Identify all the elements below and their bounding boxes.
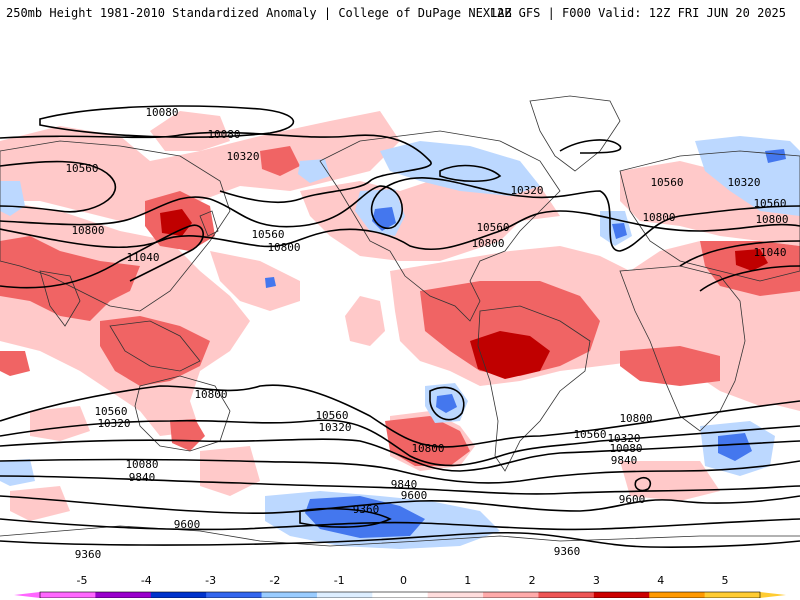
- colorbar-tick-label: 4: [657, 574, 664, 587]
- contour-label: 9600: [401, 489, 428, 502]
- contour-label: 10560: [94, 405, 127, 418]
- colorbar-arrow-low: [14, 592, 40, 598]
- colorbar-segment: [95, 592, 152, 598]
- colorbar-segment: [316, 592, 373, 598]
- colorbar-tick-label: 2: [529, 574, 536, 587]
- contour-label: 10800: [471, 237, 504, 250]
- contour-label: 10320: [318, 421, 351, 434]
- contour-label: 9840: [129, 471, 156, 484]
- colorbar-tick-label: -2: [269, 574, 280, 587]
- contour-label: 9360: [554, 545, 581, 558]
- contour-label: 10320: [226, 150, 259, 163]
- contour-label: 10080: [125, 458, 158, 471]
- colorbar-segment: [150, 592, 207, 598]
- contour-label: 10080: [145, 106, 178, 119]
- contour-label: 10800: [619, 412, 652, 425]
- contour-label: 10800: [411, 442, 444, 455]
- colorbar-segment: [538, 592, 595, 598]
- colorbar-arrow-high: [760, 592, 786, 598]
- anomaly-map: 10080 10080 10320 10560 10800 11040 1056…: [0, 41, 800, 559]
- colorbar: -5 -4 -3 -2 -1 0 1 2 3 4 5: [14, 574, 786, 598]
- contour-label: 9840: [611, 454, 638, 467]
- contour-label: 10080: [609, 442, 642, 455]
- contour-label: 10560: [753, 197, 786, 210]
- contour-label: 9840: [391, 478, 418, 491]
- colorbar-tick-label: -1: [334, 574, 345, 587]
- colorbar-segment: [704, 592, 761, 598]
- contour-label: 10320: [510, 184, 543, 197]
- contour-label: 10320: [607, 432, 640, 445]
- contour-label: 10800: [71, 224, 104, 237]
- contour-label: 11040: [126, 251, 159, 264]
- contour-label: 10560: [476, 221, 509, 234]
- colorbar-segment: [261, 592, 318, 598]
- height-contours: [0, 105, 800, 548]
- contour-label: 10560: [573, 428, 606, 441]
- colorbar-tick-label: -3: [205, 574, 216, 587]
- colorbar-tick-label: 3: [593, 574, 600, 587]
- contour-label: 10800: [194, 388, 227, 401]
- colorbar-segment: [40, 592, 96, 598]
- contour-label: 10800: [642, 211, 675, 224]
- colorbar-segment: [483, 592, 539, 598]
- colorbar-segment: [206, 592, 263, 598]
- model-valid-time: 12Z GFS | F000 Valid: 12Z FRI JUN 20 202…: [489, 6, 786, 20]
- colorbar-segment: [593, 592, 650, 598]
- colorbar-tick-label: -4: [141, 574, 152, 587]
- colorbar-tick-label: 1: [464, 574, 471, 587]
- map-title: 250mb Height 1981-2010 Standardized Anom…: [6, 6, 512, 20]
- contour-label: 10080: [207, 128, 240, 141]
- contour-label: 9600: [174, 518, 201, 531]
- contour-label: 10560: [650, 176, 683, 189]
- contour-label: 9360: [353, 503, 380, 516]
- colorbar-segment: [649, 592, 706, 598]
- contour-label: 10560: [251, 228, 284, 241]
- colorbar-tick-label: 5: [722, 574, 729, 587]
- contour-label: 10560: [315, 409, 348, 422]
- contour-label: 9360: [75, 548, 102, 559]
- contour-label: 10320: [97, 417, 130, 430]
- colorbar-segment: [427, 592, 484, 598]
- positive-anomaly-strong: [160, 209, 768, 379]
- contour-label: 10320: [727, 176, 760, 189]
- contour-label: 10560: [65, 162, 98, 175]
- contour-label: 9600: [619, 493, 646, 506]
- contour-label: 11040: [753, 246, 786, 259]
- contour-label: 10800: [755, 213, 788, 226]
- colorbar-tick-label: 0: [400, 574, 407, 587]
- colorbar-tick-label: -5: [77, 574, 88, 587]
- colorbar-segment: [372, 592, 429, 598]
- contour-labels: 10080 10080 10320 10560 10800 11040 1056…: [65, 106, 788, 559]
- contour-label: 10800: [267, 241, 300, 254]
